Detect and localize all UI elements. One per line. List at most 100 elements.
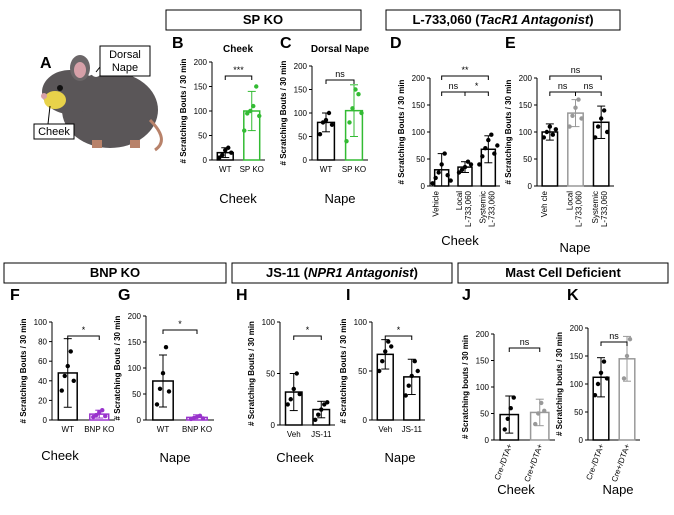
data-point [495,143,500,148]
y-tick-label: 50 [480,410,489,419]
data-point [598,116,604,121]
y-axis-label: # Scratching Bouts / 30 min [279,60,288,165]
data-point [154,402,160,407]
data-point [383,349,388,354]
significance-label: ns [571,65,581,75]
data-point [257,113,262,119]
header-text: NPR1 Antagonist [308,265,414,280]
data-point [604,376,610,381]
data-point [377,368,382,374]
y-tick-label: 0 [203,156,208,165]
x-tick-label: Cre-/DTA+ [584,442,606,481]
significance-bracket [224,75,253,80]
region-caption: Nape [384,450,415,465]
data-point [505,416,510,421]
data-point [103,413,108,419]
panel-letter: J [462,287,471,304]
header: JS-11 (NPR1 Antagonist) [266,265,418,280]
panel-title: Cheek [223,44,253,55]
header-text: ) [589,12,593,27]
x-tick-label: L-733,060 [575,190,584,227]
data-point [592,135,598,140]
mouse-label: Cheek [38,126,70,138]
significance-bracket [549,91,576,96]
data-point [285,402,290,407]
data-point [62,373,67,379]
significance-label: ns [520,337,530,347]
x-tick-label: Local [566,191,575,210]
panel-letter: G [118,287,130,304]
y-tick-label: 50 [298,133,307,142]
y-tick-label: 100 [34,318,48,327]
region-caption: Nape [602,482,633,497]
y-tick-label: 50 [266,370,275,379]
header-text: ) [414,265,418,280]
y-tick-label: 100 [476,383,490,392]
y-axis-label: # Scratching bouts / 30 min [461,335,470,439]
y-tick-label: 100 [354,318,368,327]
y-axis-label: # Scratching Bouts / 30 min [397,79,406,184]
header-text: Mast Cell Deficient [505,265,621,280]
data-point [477,162,482,167]
significance-bracket [600,341,628,346]
panel-letter: H [236,287,248,304]
y-tick-label: 100 [519,128,533,137]
header-text: L-733,060 ( [412,12,480,27]
significance-bracket [162,329,198,334]
data-point [325,400,330,405]
significance-label: * [475,81,479,91]
data-point [160,371,166,376]
significance-label: * [306,325,310,335]
header: L-733,060 (TacR1 Antagonist) [412,12,593,27]
panel-letter: F [10,287,20,304]
y-tick-label: 60 [38,357,47,366]
significance-label: *** [233,65,244,75]
x-tick-label: WT [62,425,75,434]
significance-label: * [397,325,401,335]
data-point [415,368,420,374]
y-tick-label: 0 [271,421,276,430]
data-point [94,412,99,418]
y-tick-label: 50 [132,390,141,399]
data-point [541,135,547,140]
data-point [389,344,394,349]
panel-letter: A [40,55,52,72]
data-point [448,178,453,183]
data-point [319,407,324,412]
data-point [71,378,76,383]
y-tick-label: 150 [519,101,533,110]
y-tick-label: 50 [574,408,583,417]
y-tick-label: 0 [528,182,533,191]
data-point [601,359,607,364]
x-tick-label: L-733,060 [487,190,496,227]
x-tick-label: Local [455,191,464,210]
region-caption: Cheek [441,233,479,248]
y-tick-label: 100 [262,318,276,327]
y-axis-label: # Scratching Bouts / 30 min [504,79,513,184]
data-point [627,337,633,342]
y-tick-label: 100 [412,128,426,137]
data-point [65,363,70,369]
data-point [465,159,471,164]
y-tick-label: 150 [412,101,426,110]
x-tick-label: Cre+/DTA+ [523,442,545,483]
data-point [570,113,575,119]
data-point [595,124,601,129]
y-tick-label: 0 [363,416,368,425]
data-point [254,84,259,89]
x-tick-label: BNP KO [182,425,212,434]
data-point [536,411,541,416]
significance-label: ns [609,331,619,341]
data-point [157,386,163,391]
x-tick-label: WT [219,165,232,174]
x-tick-label: WT [157,425,170,434]
data-point [313,417,318,423]
data-point [542,408,547,414]
mouse-label: Dorsal [109,49,141,61]
significance-label: ns [335,69,345,79]
data-point [406,383,411,388]
significance-bracket [508,347,541,352]
x-tick-label: Vehicle [432,190,441,216]
panel-title: Dorsal Nape [311,44,370,55]
x-tick-label: Veh [287,430,301,439]
